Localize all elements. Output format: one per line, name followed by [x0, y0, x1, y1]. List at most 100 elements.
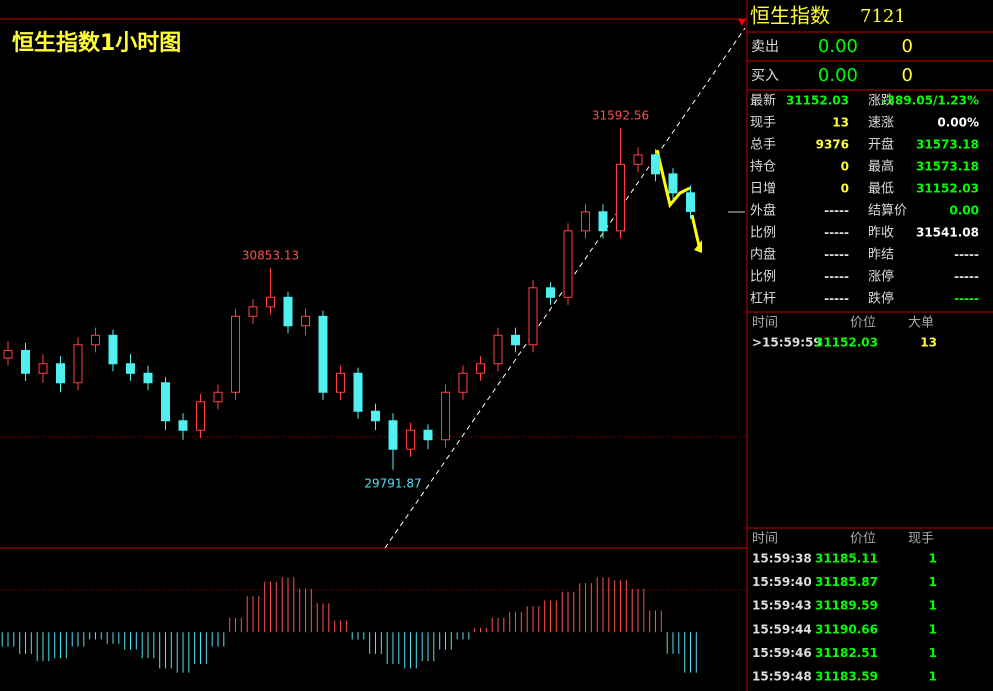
- stat-label: 比例: [750, 270, 776, 285]
- stat-label: 持仓: [750, 160, 776, 175]
- table-cell: 15:59:44: [752, 622, 812, 636]
- table-cell: 15:59:48: [752, 670, 812, 684]
- candle-body: [668, 173, 678, 194]
- table-cell: 15:59:46: [752, 646, 812, 660]
- candle-body: [528, 287, 538, 346]
- stat-value: -----: [824, 204, 849, 218]
- stat-value: 0: [841, 160, 849, 174]
- stat-value: -----: [954, 248, 979, 262]
- book-price: 0.00: [818, 65, 858, 86]
- stat-value: 31152.03: [786, 94, 849, 108]
- stat-label: 最新: [750, 93, 776, 109]
- stat-label: 涨停: [868, 269, 894, 285]
- chart-title: 恒生指数1小时图: [12, 30, 181, 56]
- table-header: 大单: [908, 316, 934, 331]
- stat-value: -----: [824, 292, 849, 306]
- candle-body: [511, 334, 520, 346]
- stat-label: 涨跌: [868, 93, 894, 109]
- table-cell: 15:59:43: [752, 599, 812, 613]
- candle-body: [616, 163, 625, 232]
- table-cell: 31152.03: [815, 336, 878, 350]
- table-header: 现手: [908, 532, 934, 547]
- candle-body: [336, 372, 345, 393]
- table-header: 时间: [752, 532, 778, 547]
- stat-label: 现手: [750, 116, 776, 131]
- table-header: 价位: [850, 532, 876, 547]
- stat-label: 总手: [750, 138, 776, 153]
- table-cell: 15:59:38: [752, 552, 812, 566]
- stat-label: 杠杆: [750, 291, 776, 307]
- candle-body: [423, 429, 433, 441]
- candle-body: [301, 315, 310, 327]
- candle-body: [56, 363, 65, 384]
- stat-label: 比例: [750, 226, 776, 241]
- candle-body: [38, 363, 48, 374]
- table-cell: 1: [929, 575, 937, 589]
- table-cell: 1: [929, 622, 937, 636]
- stat-label: 外盘: [750, 203, 776, 219]
- candle-body: [441, 391, 450, 441]
- candle-body: [581, 211, 590, 232]
- table-cell: >15:59:59: [752, 336, 822, 350]
- candle-body: [196, 401, 205, 431]
- candle-body: [248, 306, 258, 317]
- extreme-label: 30853.13: [242, 249, 299, 263]
- stat-value: -----: [824, 248, 849, 262]
- table-cell: 31185.11: [815, 552, 878, 566]
- book-label: 买入: [751, 68, 779, 84]
- candle-body: [178, 420, 188, 431]
- stat-value: -----: [824, 226, 849, 240]
- stat-value: 31152.03: [916, 182, 979, 196]
- stat-value: -----: [824, 270, 849, 284]
- quote-name: 恒生指数: [750, 4, 830, 28]
- candle-body: [143, 372, 153, 384]
- stat-label: 速涨: [868, 116, 894, 131]
- extreme-label: 29791.87: [364, 476, 421, 490]
- book-price: 0.00: [818, 36, 858, 57]
- table-cell: 1: [929, 599, 937, 613]
- stat-value: 0.00: [949, 204, 979, 218]
- table-cell: 31189.59: [815, 599, 878, 613]
- stat-value: 31573.18: [916, 138, 979, 152]
- marker: [738, 19, 746, 26]
- candle-body: [161, 382, 170, 422]
- candle-body: [598, 211, 608, 232]
- stat-label: 最低: [868, 182, 894, 197]
- stat-label: 昨结: [868, 248, 894, 263]
- candle-body: [353, 372, 363, 412]
- table-cell: 31183.59: [815, 670, 878, 684]
- table-cell: 13: [920, 336, 937, 350]
- stat-value: -----: [954, 292, 979, 306]
- candle-body: [126, 363, 135, 374]
- candle-body: [476, 363, 485, 374]
- stat-label: 开盘: [868, 137, 894, 153]
- candle-body: [3, 349, 13, 359]
- stat-value: 9376: [816, 138, 849, 152]
- table-cell: 1: [929, 646, 937, 660]
- candle-body: [318, 315, 328, 393]
- candle-body: [73, 344, 83, 384]
- annotation-arrows: [655, 149, 702, 253]
- table-cell: 1: [929, 670, 937, 684]
- candle-body: [406, 429, 415, 450]
- candle-body: [651, 154, 660, 175]
- stat-value: 0: [841, 182, 849, 196]
- book-label: 卖出: [751, 39, 779, 55]
- candle-body: [91, 334, 100, 346]
- stat-value: -----: [954, 270, 979, 284]
- table-cell: 31182.51: [815, 646, 878, 660]
- table-cell: 1: [929, 552, 937, 566]
- stat-value: 13: [832, 116, 849, 130]
- stat-label: 昨收: [868, 226, 894, 241]
- stat-value: 0.00%: [937, 116, 979, 130]
- stat-value: -389.05/1.23%: [882, 94, 979, 108]
- table-cell: 31190.66: [815, 622, 878, 636]
- table-cell: 15:59:40: [752, 575, 812, 589]
- stat-label: 跌停: [868, 291, 894, 307]
- table-header: 价位: [850, 316, 876, 331]
- candle-body: [458, 372, 468, 393]
- stat-label: 最高: [868, 159, 894, 175]
- candle-body: [266, 296, 275, 308]
- candle-body: [388, 420, 398, 450]
